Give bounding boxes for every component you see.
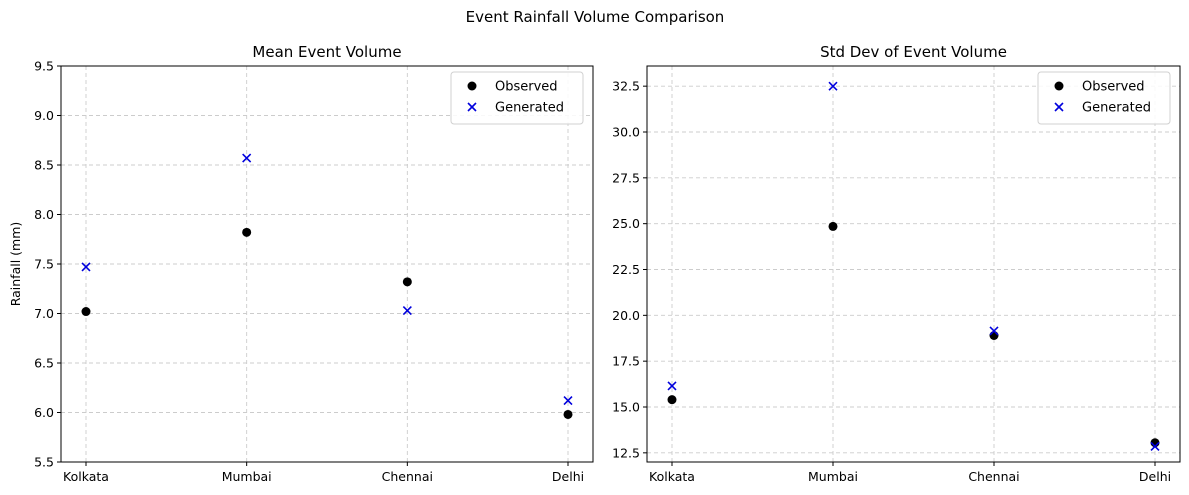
legend: Observed Generated <box>450 71 584 125</box>
legend-generated-marker <box>467 102 477 112</box>
observed-point <box>563 409 573 419</box>
legend-box <box>450 71 584 125</box>
chart-panel-2: 12.5 15.0 17.5 20.0 22.5 25.0 27.5 30.0 32.5 Kolk… <box>612 43 1181 484</box>
observed-point <box>989 331 999 340</box>
x-tick-label: Mumbai <box>222 469 272 484</box>
generated-point <box>402 305 412 316</box>
generated-point <box>989 326 999 336</box>
axes-frame <box>646 65 1181 463</box>
legend-observed-marker <box>467 81 477 91</box>
y-tick-label: 7.0 <box>34 306 54 321</box>
legend-generated-marker <box>1054 102 1064 112</box>
y-tick-label: 32.5 <box>612 79 640 94</box>
observed-point <box>402 277 412 287</box>
legend-box <box>1037 71 1171 125</box>
observed-point <box>81 307 91 317</box>
y-tick-label: 9.5 <box>34 59 54 74</box>
y-tick-label: 25.0 <box>612 216 640 231</box>
x-tick-label: Chennai <box>968 469 1019 484</box>
x-tick-label: Delhi <box>1139 469 1171 484</box>
y-tick-label: 22.5 <box>612 262 640 277</box>
observed-point <box>828 221 838 231</box>
y-tick-label: 7.5 <box>34 257 54 272</box>
x-tick-label: Mumbai <box>808 469 858 484</box>
generated-point <box>667 381 677 391</box>
y-tick-label: 20.0 <box>612 308 640 323</box>
chart-panel-1: 5.5 6.0 6.5 7.0 7.5 8.0 8.5 9.0 9.5 Kolkata Mumbai… <box>8 43 594 484</box>
generated-point <box>242 153 252 163</box>
x-tick-label: Kolkata <box>63 469 109 484</box>
generated-point <box>828 81 838 91</box>
x-tick-label: Delhi <box>552 469 584 484</box>
y-tick-label: 15.0 <box>612 400 640 415</box>
observed-point <box>667 395 677 405</box>
x-tick-label: Kolkata <box>649 469 695 484</box>
generated-point <box>563 396 573 406</box>
legend-label: Observed <box>495 80 558 95</box>
y-tick-label: 6.5 <box>34 356 54 371</box>
legend-label: Observed <box>1082 80 1145 95</box>
generated-point <box>1150 441 1160 451</box>
y-tick-label: 30.0 <box>612 125 640 140</box>
figure-title: Event Rainfall Volume Comparison <box>466 8 725 26</box>
y-tick-label: 6.0 <box>34 405 54 420</box>
y-tick-label: 27.5 <box>612 170 640 185</box>
y-axis-label: Rainfall (mm) <box>8 222 23 307</box>
legend-label: Generated <box>495 101 564 116</box>
y-tick-label: 8.0 <box>34 207 54 222</box>
y-tick-label: 17.5 <box>612 354 640 369</box>
legend: Observed Generated <box>1037 71 1171 125</box>
legend-label: Generated <box>1082 101 1151 116</box>
y-tick-label: 5.5 <box>34 455 54 470</box>
y-tick-label: 9.0 <box>34 108 54 123</box>
chart-title: Mean Event Volume <box>252 43 401 61</box>
chart-title: Std Dev of Event Volume <box>820 43 1007 61</box>
generated-point <box>81 262 91 272</box>
y-tick-label: 8.5 <box>34 158 54 173</box>
legend-observed-marker <box>1054 81 1064 91</box>
y-tick-label: 12.5 <box>612 445 640 460</box>
x-tick-label: Chennai <box>382 469 433 484</box>
observed-point <box>242 227 252 237</box>
